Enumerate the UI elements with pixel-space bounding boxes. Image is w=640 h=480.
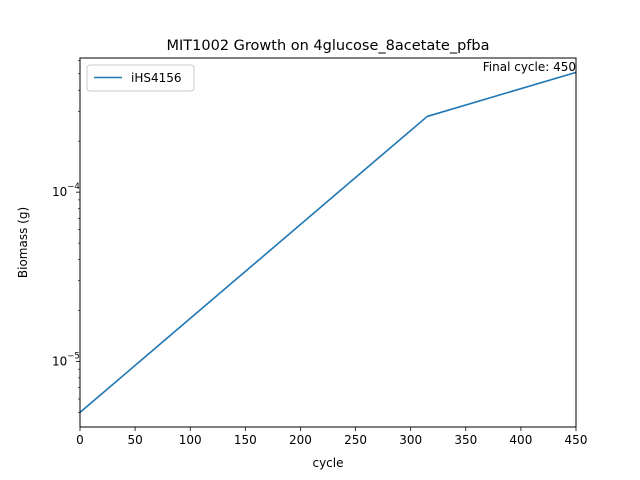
legend-label: iHS4156	[131, 71, 182, 85]
x-tick-label: 350	[454, 433, 477, 447]
x-tick-label: 450	[565, 433, 588, 447]
x-tick-label: 100	[179, 433, 202, 447]
x-tick-label: 50	[127, 433, 142, 447]
series-line-0	[79, 71, 577, 414]
x-tick-label: 0	[76, 433, 84, 447]
final-cycle-annotation: Final cycle: 450	[483, 60, 576, 74]
y-axis-ticks: 10−5 10−4	[52, 60, 80, 413]
x-axis-ticks: 0 50 100 150 200 250 300 350 400 450	[76, 427, 587, 447]
y-axis-label: Biomass (g)	[16, 207, 30, 278]
x-tick-label: 400	[509, 433, 532, 447]
chart-title: MIT1002 Growth on 4glucose_8acetate_pfba	[167, 38, 490, 54]
axes-frame	[79, 57, 577, 428]
x-tick-label: 200	[289, 433, 312, 447]
x-tick-label: 150	[234, 433, 257, 447]
series-lines	[79, 71, 577, 414]
y-tick-label: 10−4	[52, 182, 80, 199]
x-tick-label: 250	[344, 433, 367, 447]
legend: iHS4156	[86, 64, 195, 92]
x-axis-label: cycle	[312, 456, 343, 470]
y-tick-label: 10−5	[52, 351, 80, 368]
legend-box	[86, 64, 195, 92]
x-tick-label: 300	[399, 433, 422, 447]
